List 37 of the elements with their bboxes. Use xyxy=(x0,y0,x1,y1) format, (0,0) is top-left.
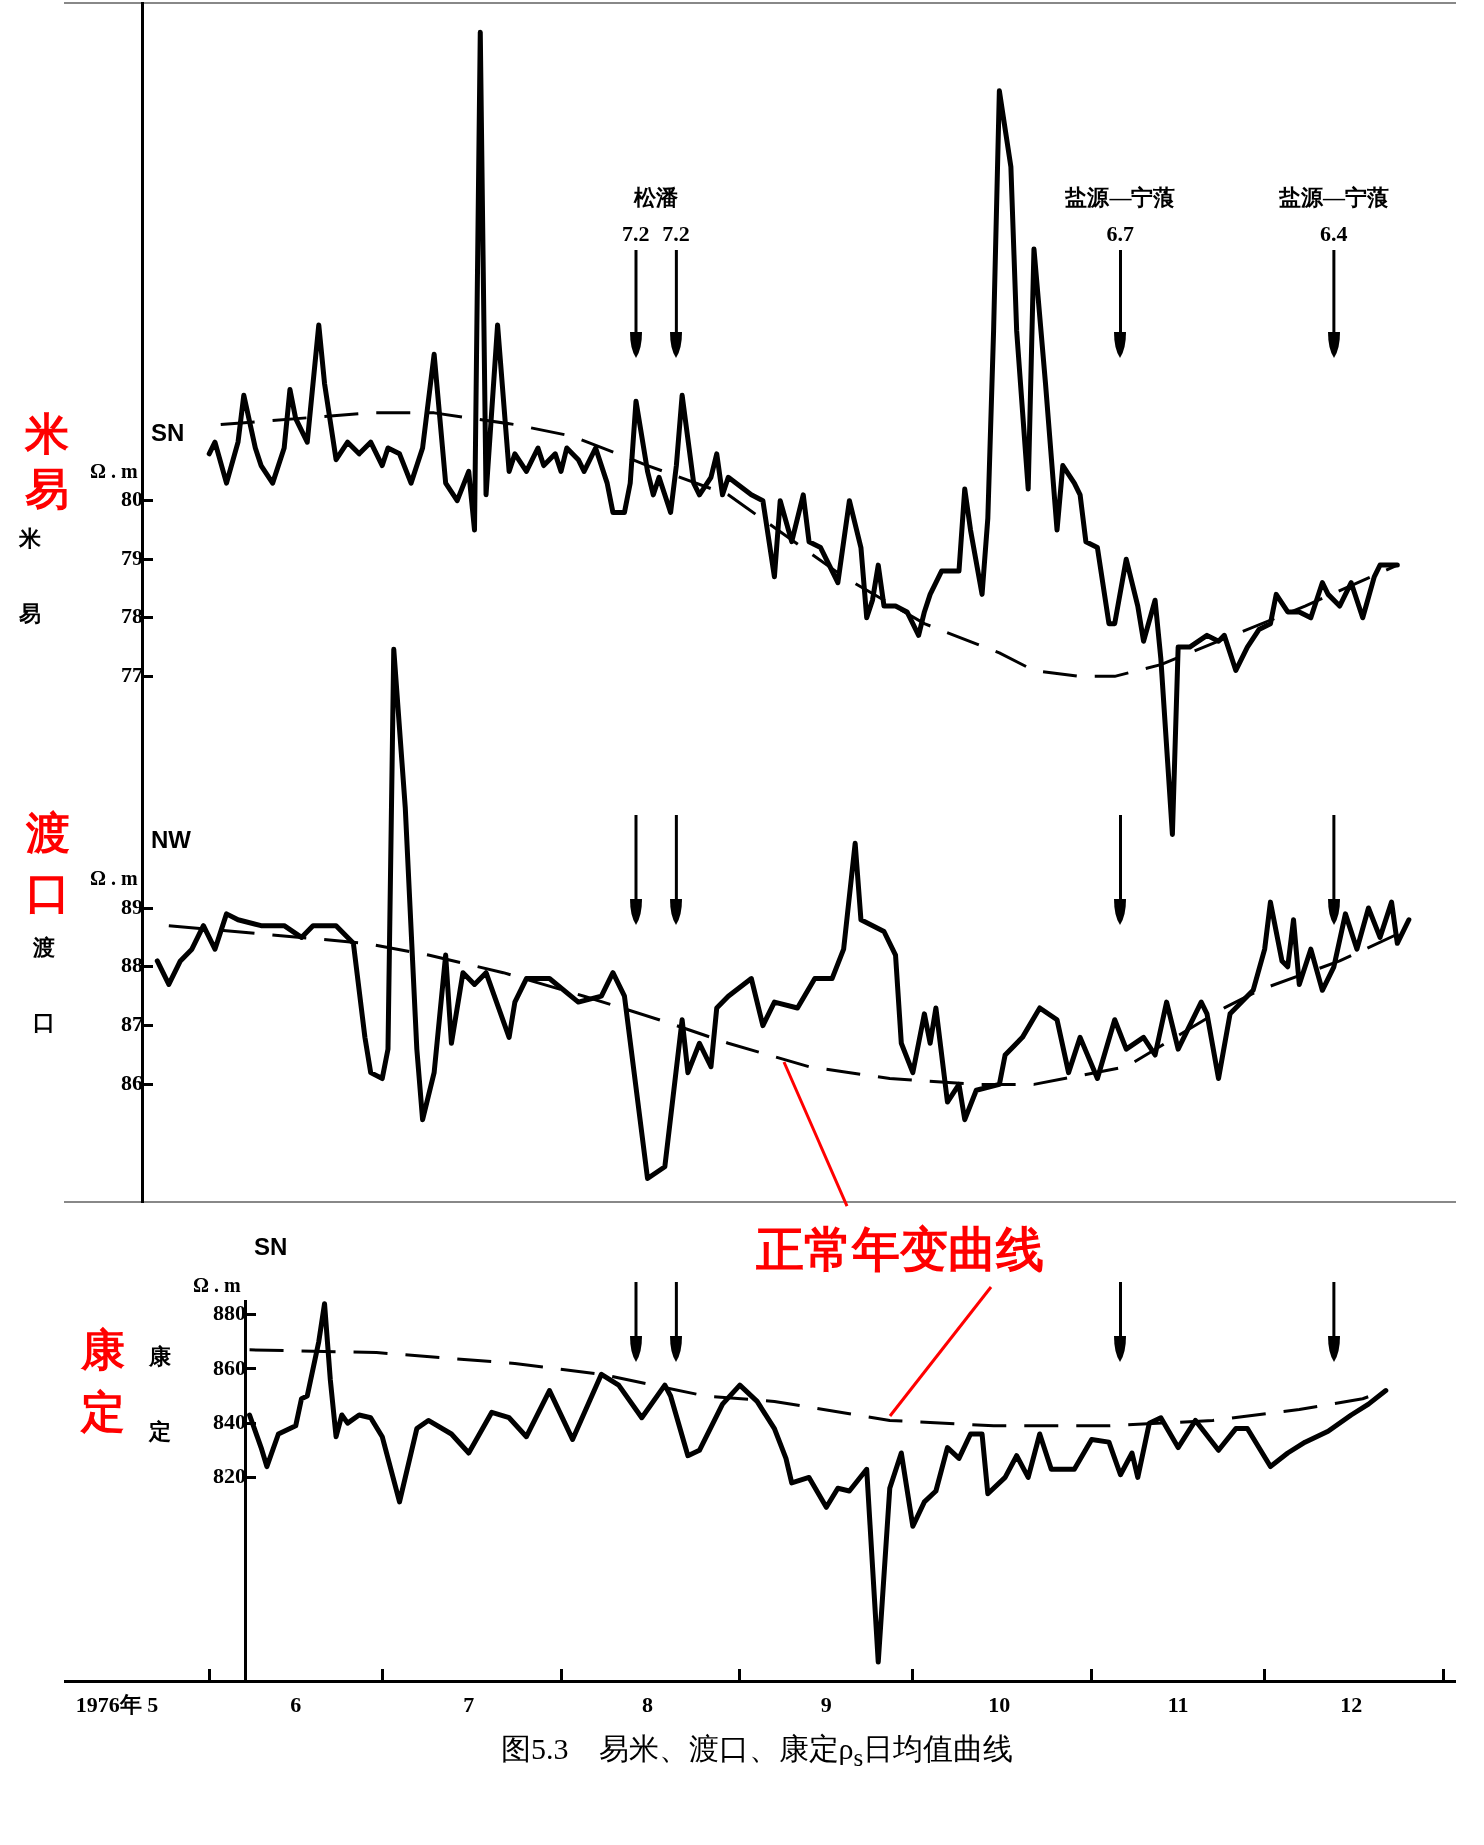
y-tick-label: 77 xyxy=(121,662,143,688)
x-tick-label: 11 xyxy=(1167,1691,1189,1717)
y-axis-title: Ω . m xyxy=(90,459,138,482)
annotation: 盐源—宁蒗 xyxy=(1065,185,1176,211)
text: 米易 xyxy=(19,525,41,626)
annotation: 康定 xyxy=(79,1324,126,1438)
annotation: 盐源—宁蒗 xyxy=(1278,185,1389,211)
annotation: 正常年变曲线 xyxy=(755,1222,1044,1277)
text: NW xyxy=(151,826,191,854)
y-tick-label: 86 xyxy=(121,1070,143,1096)
text: 渡口 xyxy=(33,934,55,1035)
ref-line-label: 6.7 xyxy=(1106,221,1134,247)
x-tick-label: 9 xyxy=(820,1691,832,1717)
caption: 图5.3 易米、渡口、康定ρ$_{s}$日均值曲线 xyxy=(501,1732,1014,1772)
ref-line-label: 7.2 xyxy=(621,221,650,247)
annotation: 松潘 xyxy=(634,185,679,211)
text: 康定 xyxy=(149,1343,171,1444)
y-tick-label: 840 xyxy=(213,1408,246,1434)
y-tick-label: 87 xyxy=(121,1011,143,1037)
annotation: 米易 xyxy=(24,407,70,515)
x-tick-label: 12 xyxy=(1340,1691,1363,1717)
annotation: 渡口 xyxy=(25,807,71,919)
y-tick-label: 88 xyxy=(121,952,143,978)
text: SN xyxy=(151,418,185,447)
y-tick-label: 860 xyxy=(213,1354,246,1380)
y-axis-title: Ω . m xyxy=(193,1273,241,1296)
ref-line-label: 6.4 xyxy=(1319,221,1348,247)
y-tick-label: 820 xyxy=(213,1463,246,1489)
chart-title: SN xyxy=(254,1232,288,1260)
x-tick-label: 6 xyxy=(290,1691,302,1717)
x-tick-label: 10 xyxy=(988,1691,1011,1717)
ref-line-label: 7.2 xyxy=(662,221,690,247)
y-axis-title: Ω . m xyxy=(90,867,138,889)
x-tick-label: 7 xyxy=(463,1691,475,1717)
x-tick-label: 8 xyxy=(642,1691,654,1717)
y-tick-label: 880 xyxy=(213,1300,246,1326)
x-tick-label: 1976年 5 xyxy=(75,1691,159,1717)
